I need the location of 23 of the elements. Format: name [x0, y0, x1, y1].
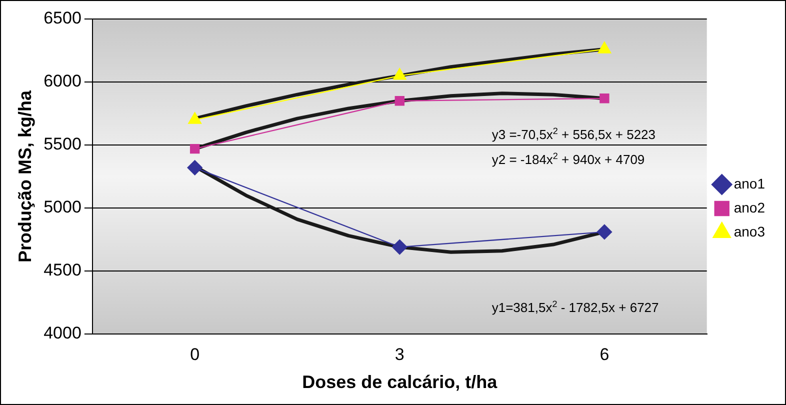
- y-tick-label: 5000: [44, 198, 82, 217]
- y-tick-label: 6000: [44, 72, 82, 91]
- point: [190, 144, 200, 154]
- point: [188, 112, 202, 124]
- y-axis-title: Produção MS, kg/ha: [14, 90, 35, 263]
- point: [596, 224, 612, 240]
- point: [598, 42, 612, 54]
- point: [600, 94, 610, 104]
- point: [392, 68, 406, 80]
- legend-label: ano3: [734, 223, 766, 240]
- point: [187, 160, 202, 176]
- x-tick-label: 0: [190, 344, 200, 364]
- y-tick-label: 4500: [44, 260, 82, 280]
- x-axis-title: Doses de calcário, t/ha: [302, 372, 498, 392]
- y-tick-label: 5500: [44, 134, 82, 154]
- y-tick-label: 6500: [44, 8, 82, 28]
- point: [394, 96, 404, 106]
- x-tick-label: 6: [600, 344, 610, 364]
- legend-label: ano2: [734, 199, 766, 216]
- legend-label: ano1: [734, 175, 766, 192]
- y-tick-label: 4000: [44, 324, 82, 343]
- point: [392, 239, 408, 255]
- x-tick-label: 3: [394, 344, 404, 364]
